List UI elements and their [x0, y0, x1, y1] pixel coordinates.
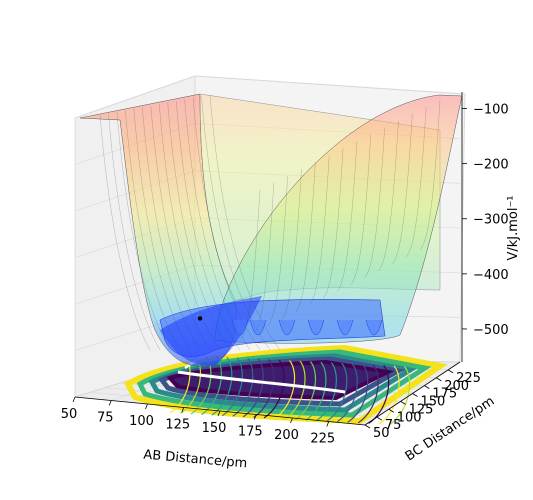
z-tick-label: −300 — [473, 213, 509, 228]
mesh-line — [267, 176, 288, 327]
mesh-line — [406, 106, 427, 258]
x-tick-label: 75 — [97, 411, 114, 426]
mesh-line — [350, 134, 371, 285]
x-tick-mark — [217, 410, 221, 417]
x-tick-mark — [72, 396, 76, 403]
surface-ripple — [231, 319, 249, 336]
y-tick-mark — [376, 416, 383, 421]
contour-floor — [123, 344, 448, 425]
contour-line — [378, 365, 400, 425]
mesh-line — [378, 120, 399, 271]
contour-line — [242, 358, 264, 418]
surface-mesh-lines — [99, 94, 441, 351]
contour-line — [389, 366, 411, 425]
mesh-line — [176, 101, 241, 351]
z-axis-ticks: −100 −200 −300 −400 −500 — [462, 103, 509, 338]
mesh-line — [209, 94, 281, 351]
mesh-line — [142, 107, 201, 351]
y-tick-mark — [400, 401, 406, 405]
mesh-line — [309, 155, 330, 306]
contour-line — [253, 358, 275, 418]
mesh-line — [336, 141, 358, 292]
y-tick-mark — [447, 369, 454, 374]
z-tick-label: −100 — [473, 103, 509, 118]
contour-line — [263, 359, 285, 419]
contour-line — [232, 357, 254, 417]
mesh-line — [239, 189, 261, 341]
z-axis-label: V/kJ.mol⁻¹ — [506, 195, 521, 260]
mesh-line — [192, 98, 261, 351]
mesh-line — [322, 148, 344, 299]
y-tick-mark — [388, 408, 394, 413]
contour-line — [336, 363, 358, 423]
surface-blue-basin — [160, 296, 262, 366]
mesh-line — [295, 162, 316, 313]
mesh-line — [159, 104, 221, 351]
contour-line — [284, 360, 306, 420]
y-tick-mark — [412, 393, 418, 397]
z-tick-label: −400 — [473, 268, 509, 283]
mesh-line — [108, 113, 161, 351]
contour-line — [295, 361, 317, 421]
x-tick-mark — [181, 407, 185, 413]
surface-ripple — [336, 319, 354, 336]
mesh-line — [281, 169, 302, 320]
x-tick-label: 50 — [61, 407, 78, 422]
surface-ripple — [307, 319, 325, 336]
z-tick-label: −500 — [473, 323, 509, 338]
x-tick-mark — [326, 421, 330, 427]
y-tick-label: 200 — [444, 379, 469, 394]
minimum-point-marker — [197, 316, 203, 321]
y-tick-mark — [424, 385, 430, 389]
valley-channel — [177, 370, 346, 394]
x-tick-label: 225 — [310, 432, 335, 447]
mesh-line — [364, 127, 385, 278]
x-tick-label: 100 — [129, 414, 154, 429]
contour-line — [347, 363, 369, 423]
x-tick-label: 175 — [238, 425, 263, 440]
mesh-line — [99, 114, 151, 351]
surface — [79, 93, 463, 367]
y-tick-mark — [436, 377, 442, 382]
y-tick-label: 75 — [385, 418, 402, 433]
grid-line — [74, 75, 196, 119]
y-tick-label: 125 — [409, 402, 434, 417]
x-tick-label: 200 — [274, 428, 299, 443]
contour-line — [357, 364, 379, 424]
x-tick-label: 150 — [202, 421, 227, 436]
y-tick-label: 100 — [397, 410, 422, 425]
mesh-line — [392, 113, 413, 264]
y-tick-label: 50 — [373, 426, 390, 441]
mesh-line — [116, 111, 171, 351]
x-tick-mark — [290, 417, 293, 424]
x-axis-label: AB Distance/pm — [143, 448, 248, 472]
y-tick-label: 150 — [421, 395, 446, 410]
contour-line — [326, 362, 348, 422]
x-tick-mark — [108, 400, 112, 406]
x-axis-ticks: 50 75 100 125 150 175 200 225 — [61, 396, 335, 447]
mesh-line — [419, 99, 441, 251]
mesh-line — [150, 105, 211, 351]
y-tick-mark — [364, 424, 371, 429]
contour-line — [274, 360, 296, 419]
x-tick-mark — [253, 414, 257, 420]
z-tick-label: −200 — [473, 158, 509, 173]
surface-ripple — [365, 319, 383, 336]
x-tick-label: 125 — [165, 418, 190, 433]
surface-ripple — [278, 319, 296, 336]
y-tick-label: 225 — [456, 371, 481, 386]
mesh-line — [125, 110, 181, 351]
grid-line — [194, 75, 461, 95]
surface-ripple — [249, 319, 267, 336]
x-tick-mark — [145, 403, 148, 410]
y-tick-label: 175 — [432, 387, 457, 402]
